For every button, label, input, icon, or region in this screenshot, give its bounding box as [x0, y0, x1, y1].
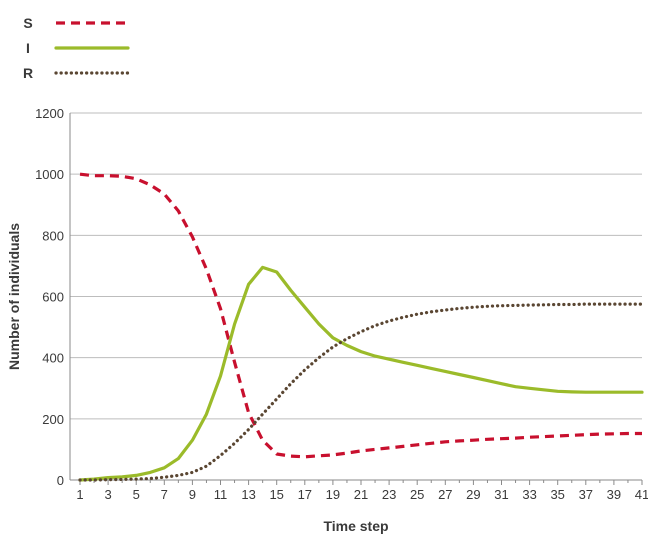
y-tick-label: 600	[42, 290, 64, 305]
y-tick-label: 0	[57, 473, 64, 488]
x-tick-label: 23	[382, 487, 396, 502]
y-axis-title: Number of individuals	[6, 223, 22, 370]
x-tick-label: 19	[326, 487, 340, 502]
x-tick-label: 3	[104, 487, 111, 502]
y-tick-label: 1200	[35, 106, 64, 121]
series-line-r	[78, 302, 644, 482]
x-tick-label: 13	[241, 487, 255, 502]
x-tick-label: 37	[579, 487, 593, 502]
x-tick-label: 5	[133, 487, 140, 502]
x-tick-label: 33	[522, 487, 536, 502]
y-tick-label: 800	[42, 228, 64, 243]
x-tick-label: 41	[635, 487, 648, 502]
x-tick-label: 31	[494, 487, 508, 502]
x-tick-label: 39	[607, 487, 621, 502]
x-tick-label: 29	[466, 487, 480, 502]
x-tick-label: 1	[76, 487, 83, 502]
legend-label-i: I	[26, 40, 30, 56]
series-line-i	[78, 265, 644, 482]
legend: SIR	[23, 15, 130, 81]
x-tick-label: 15	[269, 487, 283, 502]
legend-label-s: S	[23, 15, 32, 31]
x-tick-label: 7	[161, 487, 168, 502]
x-axis-title: Time step	[323, 518, 388, 534]
x-tick-label: 25	[410, 487, 424, 502]
series-lines	[78, 172, 644, 482]
x-tick-label: 21	[354, 487, 368, 502]
y-tick-label: 1000	[35, 167, 64, 182]
x-tick-label: 9	[189, 487, 196, 502]
gridlines	[70, 112, 642, 420]
x-tick-label: 17	[298, 487, 312, 502]
y-tick-label: 200	[42, 412, 64, 427]
series-line-s	[79, 172, 642, 459]
legend-label-r: R	[23, 65, 33, 81]
x-tick-label: 11	[214, 487, 228, 502]
x-tick-label: 35	[550, 487, 564, 502]
y-tick-label: 400	[42, 351, 64, 366]
x-tick-label: 27	[438, 487, 452, 502]
